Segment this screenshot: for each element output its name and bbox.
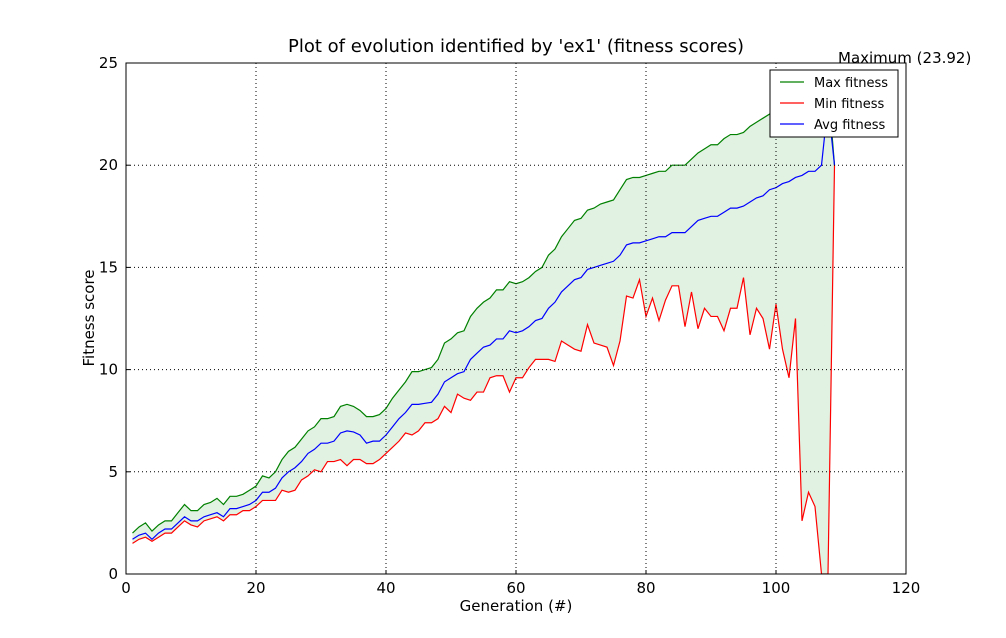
plot-layer	[132, 84, 836, 574]
series-line	[132, 103, 836, 541]
x-tick-label: 120	[892, 579, 921, 597]
fill-between-area	[132, 85, 835, 574]
series-line	[132, 165, 836, 574]
series-line	[132, 84, 836, 534]
y-tick-label: 25	[99, 54, 118, 72]
x-tick-label: 40	[376, 579, 395, 597]
y-tick-label: 20	[99, 156, 118, 174]
y-tick-label: 5	[108, 463, 118, 481]
x-tick-label: 100	[762, 579, 791, 597]
annotation: Maximum (23.92)	[838, 49, 971, 67]
y-axis-label: Fitness score	[80, 269, 98, 366]
legend-label: Avg fitness	[814, 118, 886, 133]
y-tick-label: 0	[108, 565, 118, 583]
x-tick-label: 20	[246, 579, 265, 597]
x-tick-label: 0	[121, 579, 131, 597]
x-tick-label: 60	[506, 579, 525, 597]
x-axis-label: Generation (#)	[460, 597, 573, 615]
plot-frame	[125, 62, 907, 575]
chart-title: Plot of evolution identified by 'ex1' (f…	[288, 36, 744, 57]
y-tick-label: 10	[99, 361, 118, 379]
x-tick-label: 80	[636, 579, 655, 597]
legend: Max fitness Min fitness Avg fitness	[769, 69, 899, 138]
legend-label: Max fitness	[814, 76, 888, 91]
y-tick-label: 15	[99, 258, 118, 276]
legend-label: Min fitness	[814, 97, 884, 112]
axes-layer: 0 20 40 60 80 100 120 0 5 10 15 20 25	[99, 54, 920, 597]
